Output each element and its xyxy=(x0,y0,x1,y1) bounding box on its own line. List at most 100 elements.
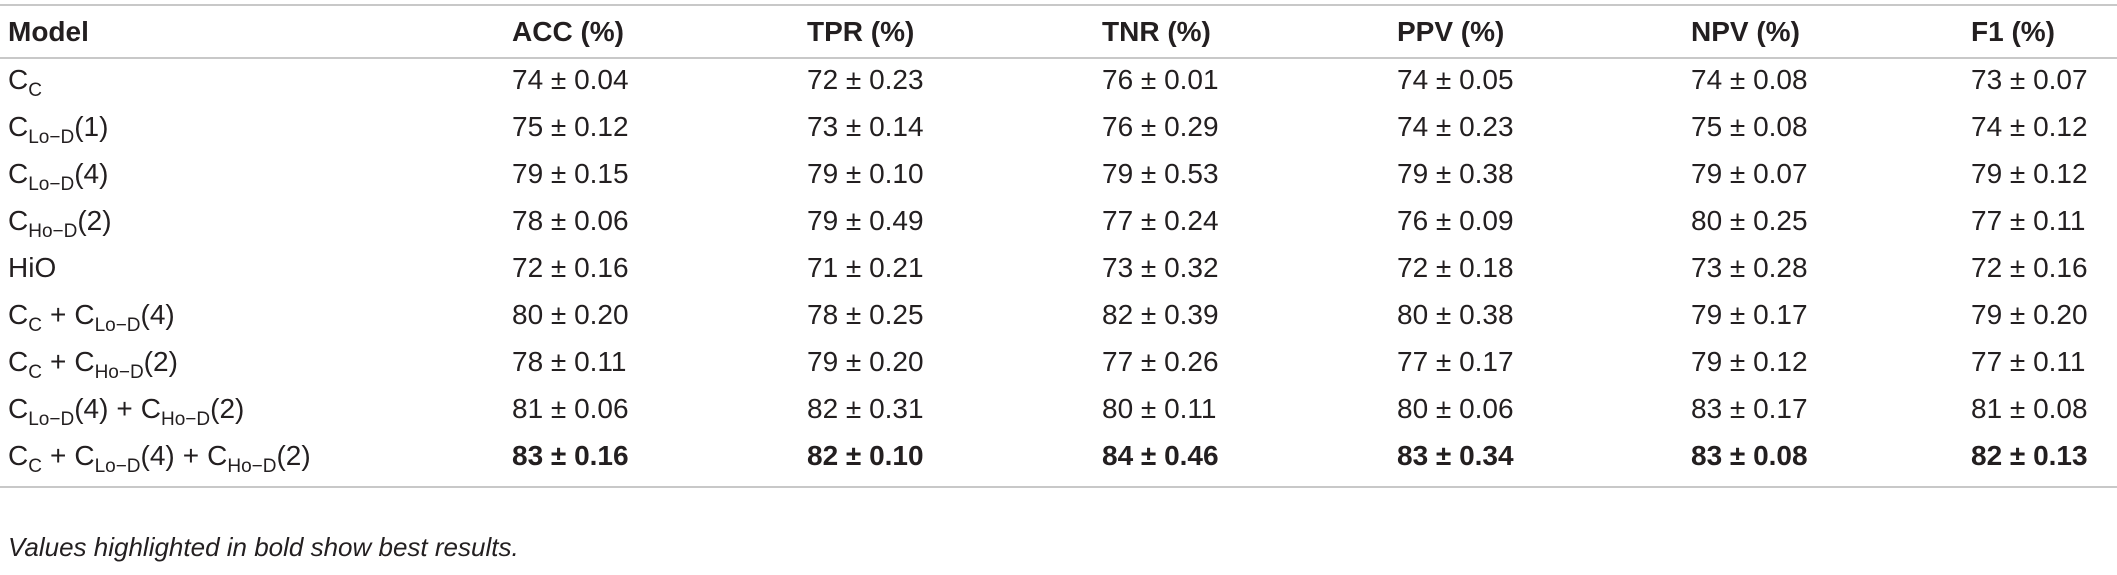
cell-npv: 74 ± 0.08 xyxy=(1691,64,1808,95)
model-text: (2) xyxy=(276,440,311,471)
cell-tpr: 82 ± 0.31 xyxy=(807,393,924,424)
model-text: C xyxy=(140,393,162,424)
model-name: CLo−D(1) xyxy=(8,103,108,150)
cell-acc: 72 ± 0.16 xyxy=(512,252,629,283)
model-plus: + xyxy=(182,440,200,471)
model-name: CC + CLo−D(4) + CHo−D(2) xyxy=(8,432,311,479)
header-rule xyxy=(0,57,2117,59)
model-subscript: C xyxy=(28,456,42,477)
cell-f1: 74 ± 0.12 xyxy=(1971,111,2088,142)
cell-tnr: 76 ± 0.01 xyxy=(1102,64,1219,95)
cell-tnr: 77 ± 0.24 xyxy=(1102,205,1219,236)
model-subscript: Lo−D xyxy=(28,174,75,195)
cell-f1: 77 ± 0.11 xyxy=(1971,205,2086,236)
cell-acc: 75 ± 0.12 xyxy=(512,111,629,142)
cell-tnr: 84 ± 0.46 xyxy=(1102,440,1219,471)
model-subscript: C xyxy=(28,80,42,101)
cell-tpr: 82 ± 0.10 xyxy=(807,440,924,471)
model-text: (4) xyxy=(140,440,175,471)
cell-f1: 72 ± 0.16 xyxy=(1971,252,2088,283)
model-text: HiO xyxy=(8,252,57,283)
model-text: C xyxy=(8,64,29,95)
model-name: CLo−D(4) xyxy=(8,150,108,197)
cell-f1: 81 ± 0.08 xyxy=(1971,393,2088,424)
cell-f1: 73 ± 0.07 xyxy=(1971,64,2088,95)
model-text: (4) xyxy=(140,299,175,330)
cell-tnr: 73 ± 0.32 xyxy=(1102,252,1219,283)
cell-ppv: 74 ± 0.23 xyxy=(1397,111,1514,142)
table-row: CC + CLo−D(4) 80 ± 0.20 78 ± 0.25 82 ± 0.39 80… xyxy=(0,291,2117,338)
model-name: HiO xyxy=(8,244,56,291)
cell-npv: 80 ± 0.25 xyxy=(1691,205,1808,236)
cell-tpr: 71 ± 0.21 xyxy=(807,252,924,283)
model-text: C xyxy=(8,111,29,142)
cell-ppv: 74 ± 0.05 xyxy=(1397,64,1514,95)
table-row: CC + CHo−D(2) 78 ± 0.11 79 ± 0.20 77 ± 0.26 77… xyxy=(0,338,2117,385)
cell-f1: 82 ± 0.13 xyxy=(1971,440,2088,471)
table-header-row: Model ACC (%) TPR (%) TNR (%) PPV (%) NP… xyxy=(0,8,2117,55)
cell-ppv: 80 ± 0.06 xyxy=(1397,393,1514,424)
header-acc: ACC (%) xyxy=(512,16,624,47)
cell-npv: 79 ± 0.17 xyxy=(1691,299,1808,330)
model-text: C xyxy=(8,393,29,424)
cell-npv: 73 ± 0.28 xyxy=(1691,252,1808,283)
table-row: CHo−D(2) 78 ± 0.06 79 ± 0.49 77 ± 0.24 76 ± … xyxy=(0,197,2117,244)
model-text: (4) xyxy=(74,158,109,189)
model-subscript: Lo−D xyxy=(28,127,75,148)
cell-ppv: 77 ± 0.17 xyxy=(1397,346,1514,377)
cell-acc: 78 ± 0.06 xyxy=(512,205,629,236)
model-text: (4) xyxy=(74,393,109,424)
cell-tpr: 78 ± 0.25 xyxy=(807,299,924,330)
table-row: HiO 72 ± 0.16 71 ± 0.21 73 ± 0.32 72 ± 0.18 7… xyxy=(0,244,2117,291)
model-subscript: Ho−D xyxy=(161,409,211,430)
model-subscript: C xyxy=(28,362,42,383)
cell-acc: 81 ± 0.06 xyxy=(512,393,629,424)
table-row: CLo−D(4) + CHo−D(2) 81 ± 0.06 82 ± 0.31 80 ± … xyxy=(0,385,2117,432)
model-subscript: Ho−D xyxy=(227,456,277,477)
table-bottom-rule xyxy=(0,486,2117,488)
cell-tpr: 79 ± 0.10 xyxy=(807,158,924,189)
table-footnote: Values highlighted in bold show best res… xyxy=(8,532,519,562)
table-row: CLo−D(1) 75 ± 0.12 73 ± 0.14 76 ± 0.29 74 ± … xyxy=(0,103,2117,150)
model-text: C xyxy=(8,346,29,377)
header-model: Model xyxy=(8,16,89,47)
header-tnr: TNR (%) xyxy=(1102,16,1211,47)
model-subscript: Lo−D xyxy=(94,315,141,336)
cell-npv: 79 ± 0.07 xyxy=(1691,158,1808,189)
model-plus: + xyxy=(49,346,67,377)
cell-tnr: 76 ± 0.29 xyxy=(1102,111,1219,142)
cell-ppv: 72 ± 0.18 xyxy=(1397,252,1514,283)
model-text: C xyxy=(74,440,95,471)
cell-tnr: 82 ± 0.39 xyxy=(1102,299,1219,330)
model-text: (2) xyxy=(143,346,178,377)
model-name: CC + CLo−D(4) xyxy=(8,291,175,338)
cell-npv: 79 ± 0.12 xyxy=(1691,346,1808,377)
model-plus: + xyxy=(49,440,67,471)
cell-tnr: 79 ± 0.53 xyxy=(1102,158,1219,189)
cell-ppv: 80 ± 0.38 xyxy=(1397,299,1514,330)
model-text: (2) xyxy=(210,393,245,424)
header-npv: NPV (%) xyxy=(1691,16,1800,47)
model-subscript: C xyxy=(28,315,42,336)
model-text: C xyxy=(74,299,95,330)
model-name: CLo−D(4) + CHo−D(2) xyxy=(8,385,244,432)
table-row: CC + CLo−D(4) + CHo−D(2) 83 ± 0.16 82 ± 0.10 84… xyxy=(0,432,2117,479)
cell-ppv: 79 ± 0.38 xyxy=(1397,158,1514,189)
model-text: C xyxy=(8,299,29,330)
model-text: C xyxy=(8,205,29,236)
cell-tpr: 79 ± 0.49 xyxy=(807,205,924,236)
model-subscript: Ho−D xyxy=(28,221,78,242)
cell-f1: 77 ± 0.11 xyxy=(1971,346,2086,377)
cell-acc: 80 ± 0.20 xyxy=(512,299,629,330)
cell-tpr: 79 ± 0.20 xyxy=(807,346,924,377)
header-f1: F1 (%) xyxy=(1971,16,2055,47)
model-name: CC xyxy=(8,56,42,103)
table-top-rule xyxy=(0,4,2117,6)
header-ppv: PPV (%) xyxy=(1397,16,1505,47)
header-tpr: TPR (%) xyxy=(807,16,915,47)
model-plus: + xyxy=(49,299,67,330)
cell-tpr: 72 ± 0.23 xyxy=(807,64,924,95)
model-name: CC + CHo−D(2) xyxy=(8,338,178,385)
cell-acc: 83 ± 0.16 xyxy=(512,440,629,471)
cell-ppv: 76 ± 0.09 xyxy=(1397,205,1514,236)
